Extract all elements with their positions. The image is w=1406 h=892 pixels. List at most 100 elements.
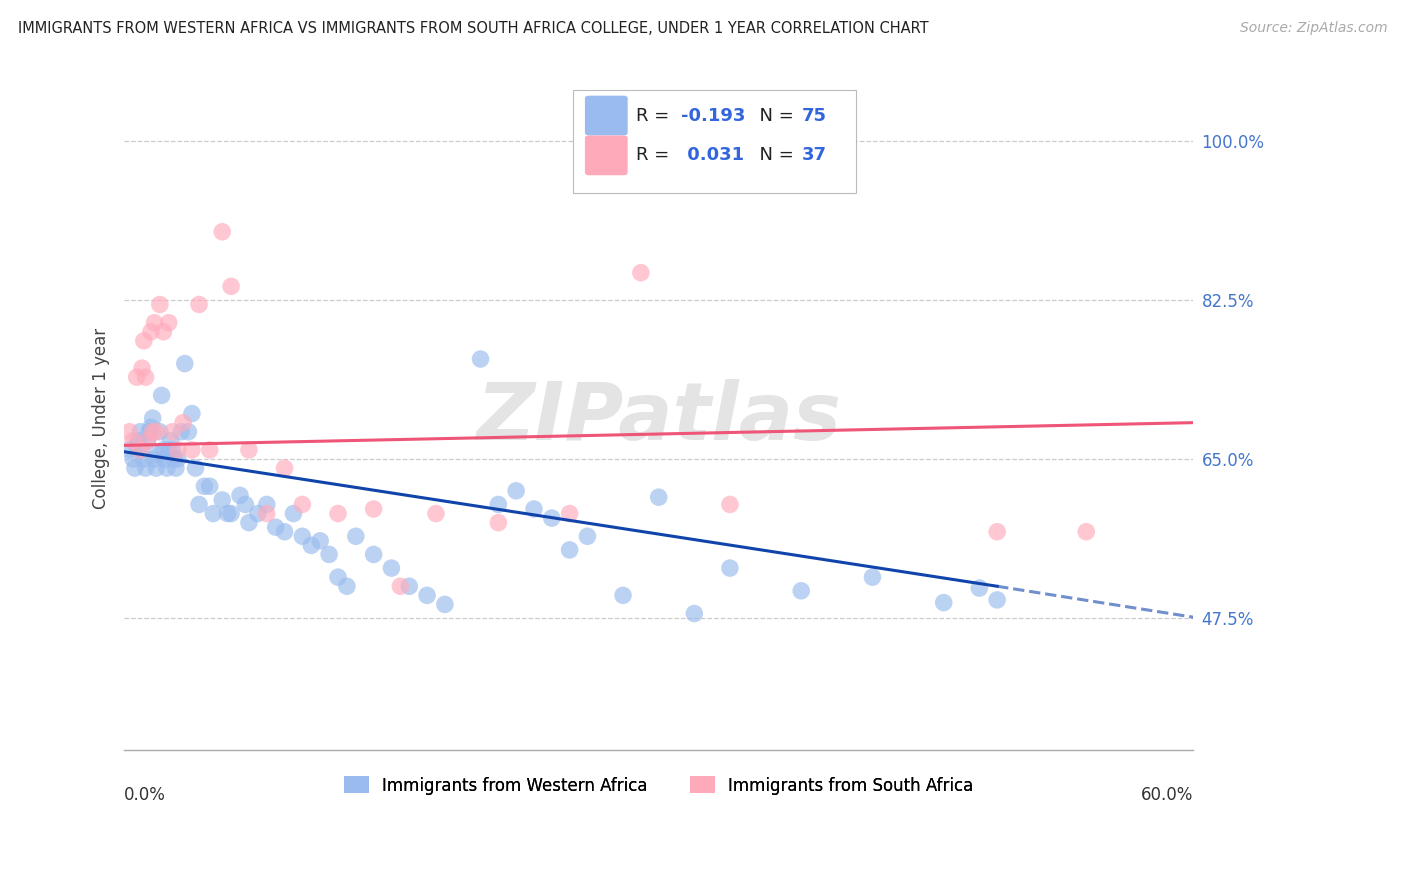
Point — [470, 352, 492, 367]
Y-axis label: College, Under 1 year: College, Under 1 year — [93, 327, 110, 508]
Point — [486, 516, 509, 530]
Point — [336, 579, 359, 593]
Point — [132, 452, 155, 467]
Point — [389, 579, 412, 593]
Point — [135, 370, 157, 384]
Text: 0.0%: 0.0% — [124, 787, 166, 805]
Point — [198, 442, 221, 457]
Text: IMMIGRANTS FROM WESTERN AFRICA VS IMMIGRANTS FROM SOUTH AFRICA COLLEGE, UNDER 1 : IMMIGRANTS FROM WESTERN AFRICA VS IMMIGR… — [18, 21, 929, 36]
Point — [986, 524, 1008, 539]
Point — [143, 452, 166, 467]
Point — [149, 425, 172, 439]
Point — [326, 507, 349, 521]
Text: N =: N = — [748, 146, 800, 164]
Point — [416, 588, 439, 602]
Text: 0.031: 0.031 — [681, 146, 744, 164]
Point — [433, 598, 456, 612]
Text: -0.193: -0.193 — [681, 106, 745, 125]
Point — [156, 461, 179, 475]
Point — [309, 533, 332, 548]
Point — [932, 596, 955, 610]
Point — [862, 570, 884, 584]
Point — [264, 520, 287, 534]
Point — [235, 498, 257, 512]
Point — [291, 529, 314, 543]
Point — [211, 492, 233, 507]
Point — [291, 498, 314, 512]
Point — [124, 461, 146, 475]
Legend: Immigrants from Western Africa, Immigrants from South Africa: Immigrants from Western Africa, Immigran… — [337, 770, 980, 801]
Text: 60.0%: 60.0% — [1140, 787, 1194, 805]
Point — [125, 370, 148, 384]
Point — [238, 516, 260, 530]
Point — [229, 488, 252, 502]
Point — [139, 325, 162, 339]
Point — [238, 442, 260, 457]
Point — [162, 425, 184, 439]
Point — [132, 334, 155, 348]
Text: Source: ZipAtlas.com: Source: ZipAtlas.com — [1240, 21, 1388, 35]
Point — [166, 452, 188, 467]
Point — [142, 425, 165, 439]
Point — [718, 498, 741, 512]
Point — [398, 579, 420, 593]
Point — [152, 325, 174, 339]
Point — [129, 425, 152, 439]
Point — [576, 529, 599, 543]
Point — [198, 479, 221, 493]
Point — [363, 548, 385, 562]
Text: R =: R = — [637, 106, 675, 125]
Point — [256, 498, 278, 512]
Text: ZIPatlas: ZIPatlas — [477, 379, 841, 457]
Point — [188, 498, 211, 512]
Point — [122, 452, 145, 467]
Point — [163, 452, 186, 467]
Point — [180, 442, 202, 457]
Point — [344, 529, 367, 543]
Text: 37: 37 — [801, 146, 827, 164]
Point — [558, 507, 581, 521]
Point — [505, 483, 527, 498]
Point — [162, 442, 184, 457]
Point — [125, 438, 148, 452]
Point — [118, 425, 141, 439]
Point — [246, 507, 269, 521]
Point — [380, 561, 402, 575]
Point — [184, 461, 207, 475]
Point — [131, 442, 153, 457]
Point — [523, 502, 546, 516]
Point — [152, 442, 174, 457]
Point — [193, 479, 215, 493]
Point — [143, 316, 166, 330]
Text: 75: 75 — [801, 106, 827, 125]
Point — [150, 388, 173, 402]
FancyBboxPatch shape — [585, 95, 627, 136]
Point — [256, 507, 278, 521]
Point — [647, 490, 669, 504]
Point — [159, 434, 181, 448]
Point — [283, 507, 305, 521]
Point — [180, 407, 202, 421]
Point — [273, 461, 295, 475]
Point — [211, 225, 233, 239]
Point — [217, 507, 239, 521]
Point — [127, 434, 149, 448]
Point — [122, 434, 145, 448]
Point — [145, 461, 167, 475]
Point — [129, 442, 152, 457]
Point — [157, 442, 180, 457]
Point — [1076, 524, 1098, 539]
Point — [219, 507, 242, 521]
Point — [486, 498, 509, 512]
Point — [145, 425, 167, 439]
Point — [136, 434, 159, 448]
Point — [718, 561, 741, 575]
Point — [173, 357, 195, 371]
Point — [612, 588, 634, 602]
Point — [166, 442, 188, 457]
Point — [202, 507, 225, 521]
Point — [326, 570, 349, 584]
Point — [153, 452, 176, 467]
Point — [969, 581, 991, 595]
Point — [299, 538, 322, 552]
